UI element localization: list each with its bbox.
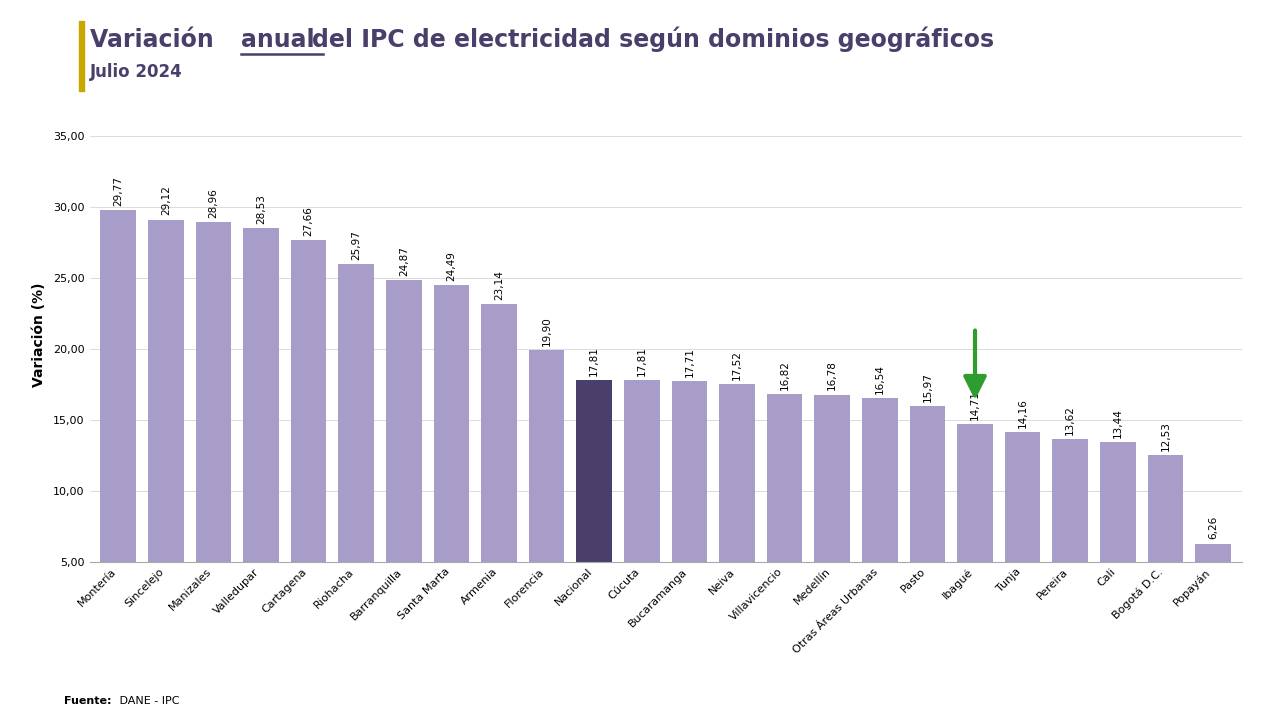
Bar [100,210,136,632]
Bar [1148,455,1183,632]
Bar [434,285,470,632]
Text: Variación: Variación [90,28,221,52]
Text: 13,62: 13,62 [1065,405,1075,435]
Bar [623,380,659,632]
Bar [1100,442,1135,632]
Text: 23,14: 23,14 [494,270,504,300]
Text: 28,96: 28,96 [209,188,219,217]
Text: 12,53: 12,53 [1161,420,1170,451]
Bar [243,228,279,632]
Bar [529,351,564,632]
Bar [814,395,850,632]
Text: 24,87: 24,87 [399,246,408,276]
Bar [910,406,945,632]
Bar [861,398,897,632]
Text: DANE - IPC: DANE - IPC [116,696,180,706]
Text: 17,71: 17,71 [685,347,695,377]
Text: 17,81: 17,81 [589,346,599,376]
Text: 24,49: 24,49 [447,251,457,281]
Bar [672,382,708,632]
Bar [196,222,232,632]
Bar [291,240,326,632]
Text: 16,82: 16,82 [780,360,790,390]
Text: 17,52: 17,52 [732,350,742,380]
Text: 28,53: 28,53 [256,194,266,224]
Text: 15,97: 15,97 [923,372,932,402]
Text: 14,71: 14,71 [970,390,980,420]
Y-axis label: Variación (%): Variación (%) [32,282,46,387]
Bar [387,280,421,632]
Bar [576,380,612,632]
Bar [767,394,803,632]
Text: 19,90: 19,90 [541,316,552,346]
Bar [1196,544,1231,632]
Bar [338,264,374,632]
Text: 13,44: 13,44 [1112,408,1123,438]
Text: Fuente:: Fuente: [64,696,111,706]
Text: 16,78: 16,78 [827,361,837,390]
Bar [1005,432,1041,632]
Text: 6,26: 6,26 [1208,516,1219,539]
Text: 17,81: 17,81 [636,346,646,376]
Text: 27,66: 27,66 [303,206,314,236]
Text: 14,16: 14,16 [1018,397,1028,428]
Bar [481,305,517,632]
Text: 29,77: 29,77 [113,176,123,206]
Bar [719,384,755,632]
Bar [1052,439,1088,632]
Text: 25,97: 25,97 [351,230,361,260]
Text: 29,12: 29,12 [161,186,170,215]
Text: anual: anual [241,28,323,52]
Text: 16,54: 16,54 [874,364,884,394]
Text: del IPC de electricidad según dominios geográficos: del IPC de electricidad según dominios g… [312,27,995,52]
Bar [957,424,993,632]
Text: Julio 2024: Julio 2024 [90,63,182,81]
Bar [148,220,183,632]
